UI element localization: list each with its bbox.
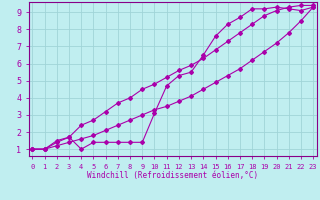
X-axis label: Windchill (Refroidissement éolien,°C): Windchill (Refroidissement éolien,°C) — [87, 171, 258, 180]
